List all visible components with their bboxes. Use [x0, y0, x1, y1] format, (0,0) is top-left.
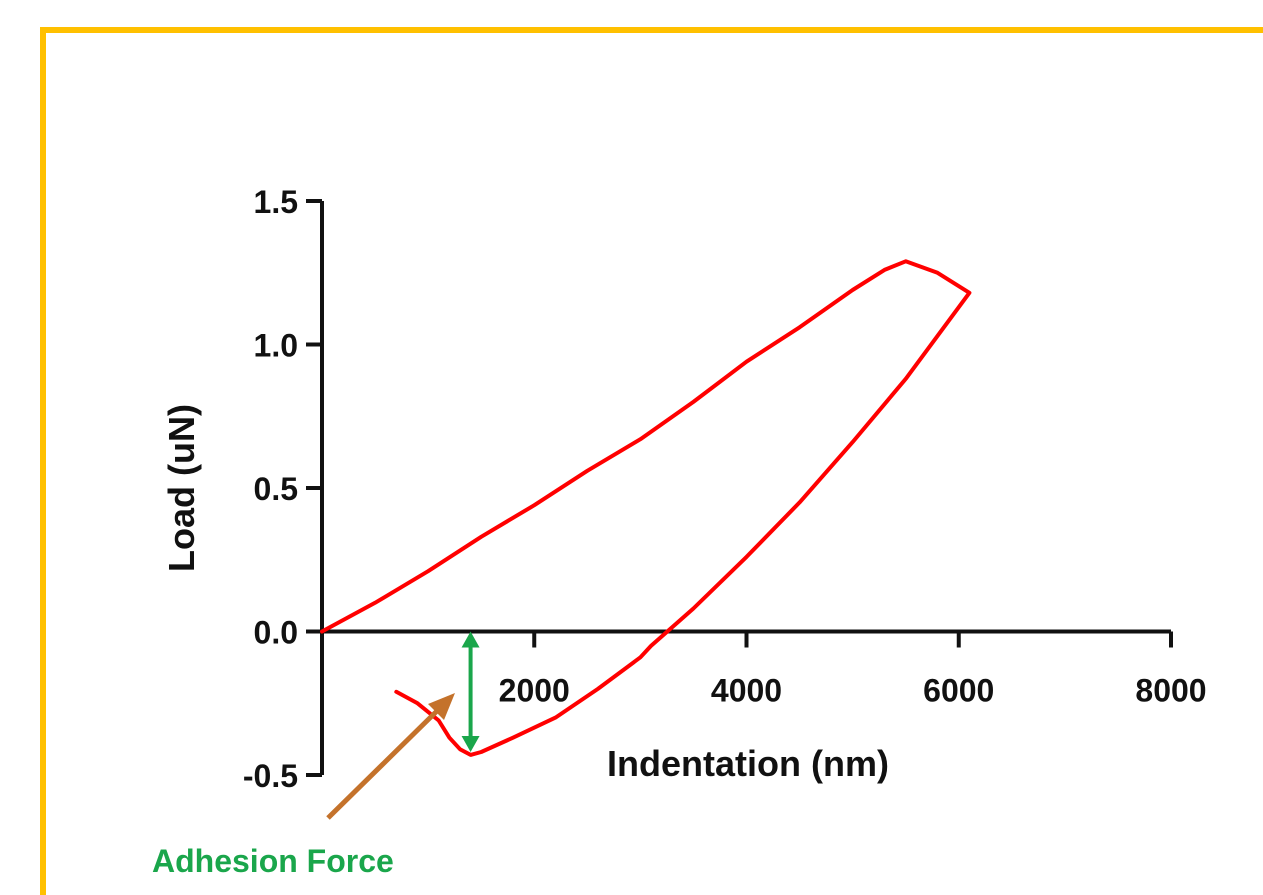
adhesion-arrowhead-top [461, 631, 480, 648]
y-tick-label: -0.5 [243, 758, 298, 794]
y-axis-title: Load (uN) [161, 404, 202, 572]
adhesion-force-label: Adhesion Force [152, 843, 394, 879]
y-tick-label: 1.5 [254, 184, 298, 220]
pointer-arrow [326, 706, 442, 820]
x-tick-label: 6000 [923, 673, 994, 709]
y-tick-label: 1.0 [254, 328, 298, 364]
x-ticks: 2000 4000 6000 8000 [499, 631, 1207, 709]
annotation-layer: Adhesion Force [152, 631, 480, 879]
y-ticks: -0.5 0.0 0.5 1.0 1.5 [243, 184, 322, 794]
pointer-arrowhead [428, 693, 455, 720]
x-tick-label: 4000 [711, 673, 782, 709]
x-tick-label: 2000 [499, 673, 570, 709]
x-tick-label: 8000 [1135, 673, 1206, 709]
y-tick-label: 0.5 [254, 471, 298, 507]
x-axis-title: Indentation (nm) [607, 743, 889, 784]
adhesion-arrowhead-bottom [461, 736, 480, 753]
figure-frame [40, 27, 1263, 895]
series-layer [320, 259, 972, 757]
y-tick-label: 0.0 [254, 615, 298, 651]
load-curve [320, 259, 972, 757]
